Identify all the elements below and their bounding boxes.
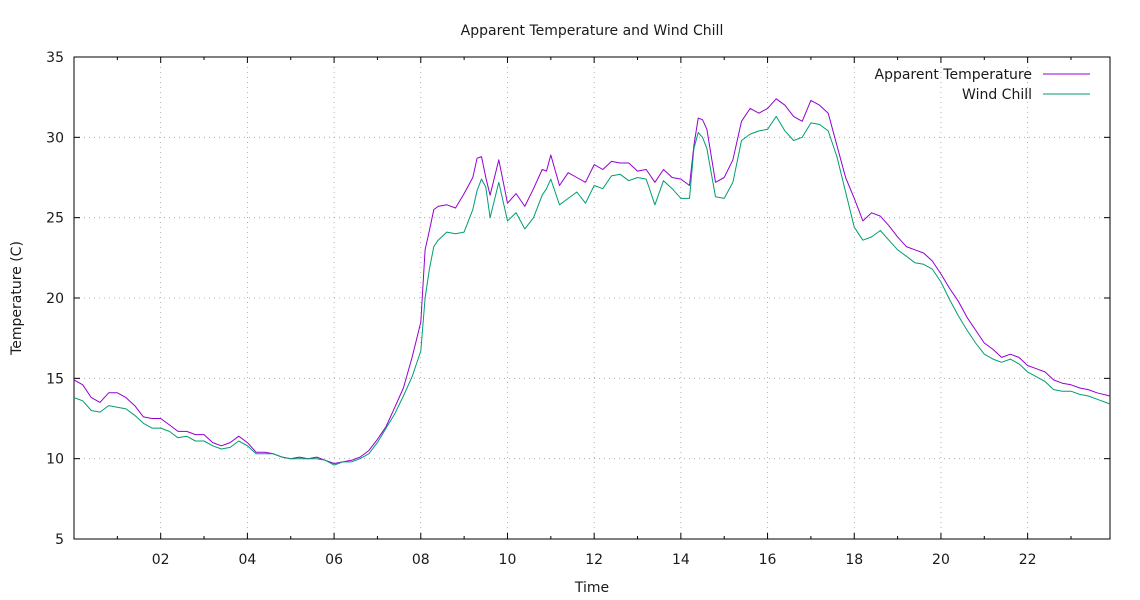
series-line-apparent-temperature bbox=[73, 98, 1111, 464]
gridlines bbox=[74, 57, 1110, 539]
x-axis-tick-labels: 02 04 06 08 10 12 14 16 18 20 22 bbox=[152, 552, 1037, 568]
series-lines bbox=[73, 98, 1111, 466]
chart-title: Apparent Temperature and Wind Chill bbox=[461, 23, 724, 39]
y-tick-label: 35 bbox=[46, 50, 64, 66]
legend-label-wind-chill: Wind Chill bbox=[962, 87, 1032, 103]
legend: Apparent Temperature Wind Chill bbox=[875, 67, 1090, 103]
x-tick-label: 10 bbox=[499, 552, 517, 568]
x-tick-label: 18 bbox=[845, 552, 863, 568]
x-tick-label: 04 bbox=[238, 552, 256, 568]
x-tick-label: 16 bbox=[759, 552, 777, 568]
x-tick-label: 06 bbox=[325, 552, 343, 568]
x-tick-label: 12 bbox=[585, 552, 603, 568]
x-tick-label: 22 bbox=[1019, 552, 1037, 568]
y-tick-label: 5 bbox=[55, 532, 64, 548]
y-tick-label: 25 bbox=[46, 211, 64, 227]
x-tick-label: 02 bbox=[152, 552, 170, 568]
y-tick-label: 20 bbox=[46, 291, 64, 307]
x-tick-label: 20 bbox=[932, 552, 950, 568]
y-axis-label: Temperature (C) bbox=[9, 241, 25, 356]
x-axis-label: Time bbox=[574, 580, 609, 596]
series-line-wind-chill bbox=[73, 115, 1111, 466]
y-tick-label: 10 bbox=[46, 452, 64, 468]
legend-label-apparent-temperature: Apparent Temperature bbox=[875, 67, 1033, 83]
y-tick-label: 15 bbox=[46, 371, 64, 387]
axis-ticks bbox=[74, 56, 1110, 540]
y-axis-tick-labels: 5 10 15 20 25 30 35 bbox=[46, 50, 64, 548]
y-tick-label: 30 bbox=[46, 130, 64, 146]
x-tick-label: 14 bbox=[672, 552, 690, 568]
x-tick-label: 08 bbox=[412, 552, 430, 568]
